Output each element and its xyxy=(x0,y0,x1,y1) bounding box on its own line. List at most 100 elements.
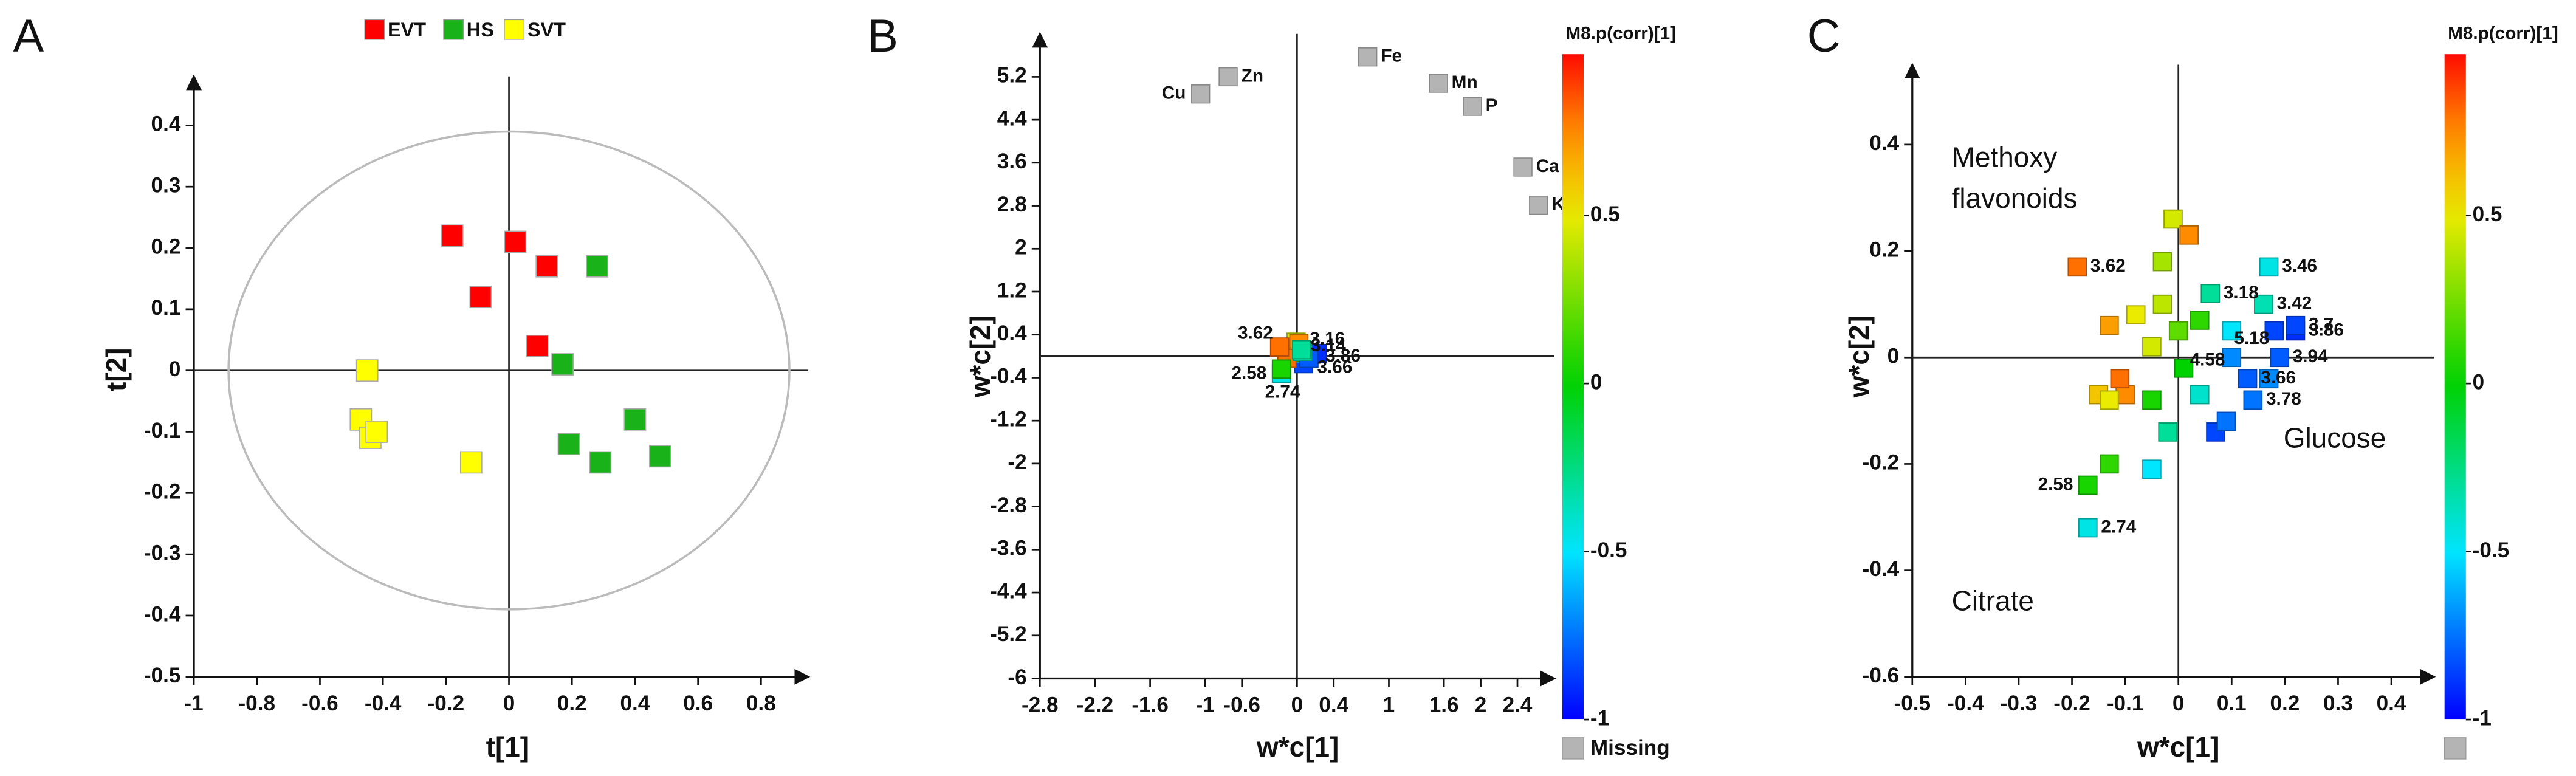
point xyxy=(2115,385,2135,405)
y-tick-label: 1.2 xyxy=(997,278,1027,302)
x-tick-label: -2.8 xyxy=(1022,693,1059,717)
point-label: 5.18 xyxy=(2234,328,2269,348)
x-tick-label: 2.4 xyxy=(1503,693,1533,717)
colorbar-title: M8.p(corr)[1] xyxy=(2448,24,2558,44)
x-tick-label: 2 xyxy=(1475,693,1487,717)
point-label: 4.58 xyxy=(2190,350,2225,370)
legend-swatch xyxy=(364,19,385,40)
point-label: 3.16 xyxy=(1310,329,1345,349)
missing-label: Missing xyxy=(1590,736,1670,760)
x-tick-label: -0.4 xyxy=(1947,692,1984,715)
point-label: 3.42 xyxy=(2276,294,2312,314)
x-tick-label: -1 xyxy=(184,692,203,715)
panel-label: C xyxy=(1807,10,1841,62)
point xyxy=(2174,358,2194,378)
y-tick-label: 0.1 xyxy=(151,296,181,320)
panel-label: B xyxy=(867,10,898,62)
y-tick-label: -4.4 xyxy=(990,579,1027,603)
y-tick-label: -1.2 xyxy=(990,407,1027,431)
point xyxy=(623,408,647,431)
y-tick-label: -3.6 xyxy=(990,537,1027,560)
y-tick-label: 0.4 xyxy=(1869,131,1899,155)
annotation: flavonoids xyxy=(1952,182,2078,214)
y-tick-label: -0.4 xyxy=(990,365,1027,388)
panel: Cw*c[1] w*c[2] -0.5 -0.4 -0.3 -0.2 -0.1 0 0.1 0.2… xyxy=(1807,10,2558,763)
colorbar-tick-label: -1 xyxy=(1590,706,1609,730)
missing-swatch xyxy=(1562,737,1584,760)
y-tick-label: -2 xyxy=(1008,450,1026,474)
point-label: 2.74 xyxy=(1265,382,1300,402)
x-tick-label: -0.6 xyxy=(301,692,338,715)
point xyxy=(2270,348,2289,368)
y-tick-label: -0.4 xyxy=(144,602,181,626)
point-label: 3.66 xyxy=(1317,357,1353,377)
legend-label: EVT xyxy=(388,19,426,41)
x-tick-label: -2.2 xyxy=(1077,693,1114,717)
y-tick-label: -0.2 xyxy=(1863,451,1900,475)
point xyxy=(2216,411,2236,431)
point-label: Mn xyxy=(1452,72,1478,92)
panel-label: A xyxy=(13,10,44,62)
point xyxy=(2110,369,2130,389)
colorbar xyxy=(1562,54,1584,720)
annotation: Glucose xyxy=(2284,422,2386,454)
y-tick-label: 5.2 xyxy=(997,64,1027,88)
point xyxy=(2286,315,2306,335)
point xyxy=(526,334,549,357)
point xyxy=(2158,422,2178,442)
x-tick-label: -0.2 xyxy=(428,692,465,715)
point xyxy=(1269,337,1290,357)
point-label: 3.46 xyxy=(2282,256,2317,276)
y-tick-label: 0.2 xyxy=(1869,238,1899,261)
colorbar-tick-label: -1 xyxy=(2473,706,2492,730)
point xyxy=(441,224,464,247)
colorbar-tick-label: 0 xyxy=(1590,370,1602,394)
x-tick-label: 0.2 xyxy=(2270,692,2300,715)
y-tick-label: 0.3 xyxy=(151,173,181,197)
x-tick-label: -0.5 xyxy=(1894,692,1931,715)
missing-point xyxy=(1358,47,1378,67)
y-axis-label: w*c[2] xyxy=(1843,315,1875,398)
point xyxy=(2243,390,2263,410)
point-label: 3.18 xyxy=(2224,283,2259,303)
y-tick-label: 4.4 xyxy=(997,106,1027,130)
point xyxy=(2190,385,2210,405)
point xyxy=(2142,337,2162,357)
x-tick-label: 0 xyxy=(2172,692,2185,715)
y-tick-label: -0.2 xyxy=(144,480,181,504)
point xyxy=(365,421,388,443)
point-label: 3.62 xyxy=(1238,323,1273,343)
y-tick-label: -5.2 xyxy=(990,622,1027,646)
legend-swatch xyxy=(443,19,464,40)
panel: At[1] t[2] -1 -0.8 -0.6 -0.4 -0.2 0 0.2 0.4 0.6 0.8… xyxy=(13,10,811,763)
x-tick-label: 0.4 xyxy=(2377,692,2406,715)
point xyxy=(586,255,609,278)
point-label: 3.86 xyxy=(1325,346,1361,366)
point xyxy=(551,353,574,376)
x-axis-label: w*c[1] xyxy=(2137,731,2219,763)
missing-swatch xyxy=(2444,737,2467,760)
point xyxy=(2254,294,2273,314)
missing-point xyxy=(1513,157,1533,177)
colorbar xyxy=(2444,54,2466,720)
y-axis-label: w*c[2] xyxy=(964,315,996,398)
point xyxy=(1271,359,1291,379)
point xyxy=(459,451,483,474)
y-tick-label: 2.8 xyxy=(997,193,1027,216)
point-label: 2.58 xyxy=(2038,474,2073,494)
point-label: Cu xyxy=(1162,83,1186,103)
y-tick-label: 0 xyxy=(1887,345,1900,368)
point-label: Zn xyxy=(1242,66,1263,86)
colorbar-tick-label: 0.5 xyxy=(2473,202,2502,226)
point xyxy=(2259,369,2279,389)
point xyxy=(355,359,379,382)
y-tick-label: -0.5 xyxy=(144,664,181,687)
y-tick-label: 0.4 xyxy=(151,112,181,136)
missing-point xyxy=(1429,74,1448,93)
x-tick-label: -1 xyxy=(1196,693,1215,717)
annotation: Methoxy xyxy=(1952,141,2058,173)
x-tick-label: 0.3 xyxy=(2323,692,2353,715)
colorbar-title: M8.p(corr)[1] xyxy=(1565,24,1676,44)
